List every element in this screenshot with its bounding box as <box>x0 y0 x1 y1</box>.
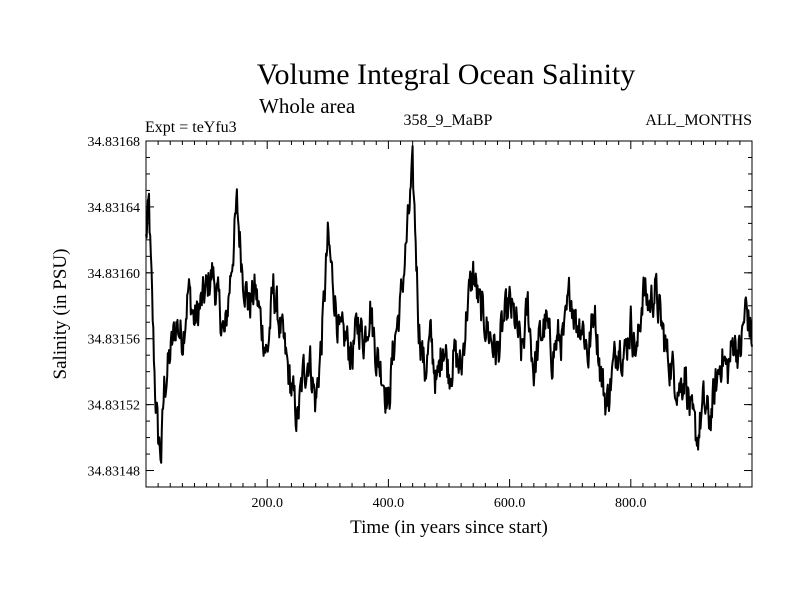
salinity-series-line <box>145 145 753 464</box>
y-tick-label: 34.83164 <box>88 201 141 216</box>
chart-title: Volume Integral Ocean Salinity <box>257 58 636 91</box>
x-axis-label: Time (in years since start) <box>350 517 548 538</box>
months-label: ALL_MONTHS <box>645 112 752 129</box>
period-label: 358_9_MaBP <box>404 112 493 129</box>
y-tick-label: 34.83168 <box>88 135 141 150</box>
y-tick-label: 34.83160 <box>88 267 141 282</box>
x-tick-label: 200.0 <box>251 496 283 511</box>
y-axis-ticks: 34.83148 34.83152 34.83156 34.83160 34.83164… <box>88 135 752 480</box>
y-tick-label: 34.83152 <box>88 399 141 414</box>
x-tick-label: 400.0 <box>373 496 405 511</box>
x-tick-label: 600.0 <box>494 496 526 511</box>
y-axis-label: Salinity (in PSU) <box>50 249 71 380</box>
chart-subtitle: Whole area <box>259 94 356 118</box>
y-tick-label: 34.83148 <box>88 465 141 480</box>
x-axis-ticks: 200.0 400.0 600.0 800.0 <box>157 141 741 511</box>
x-tick-label: 800.0 <box>615 496 647 511</box>
y-tick-label: 34.83156 <box>88 333 141 348</box>
experiment-label: Expt = teYfu3 <box>145 119 237 136</box>
